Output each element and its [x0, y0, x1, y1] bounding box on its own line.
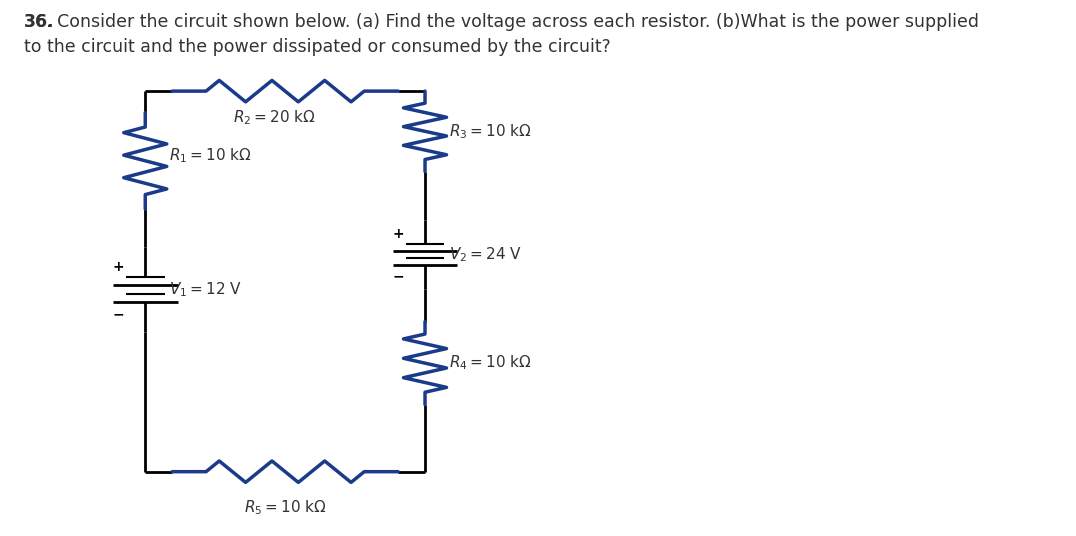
Text: $R_1 = 10\ \mathrm{k\Omega}$: $R_1 = 10\ \mathrm{k\Omega}$ [169, 146, 252, 165]
Text: −: − [113, 307, 124, 321]
Text: $R_3 = 10\ \mathrm{k\Omega}$: $R_3 = 10\ \mathrm{k\Omega}$ [449, 122, 532, 140]
Text: $R_2 = 20\ \mathrm{k\Omega}$: $R_2 = 20\ \mathrm{k\Omega}$ [232, 108, 316, 127]
Text: 36.: 36. [24, 13, 54, 32]
Text: $V_1 = 12\ \mathrm{V}$: $V_1 = 12\ \mathrm{V}$ [169, 280, 242, 299]
Text: $V_2 = 24\ \mathrm{V}$: $V_2 = 24\ \mathrm{V}$ [449, 245, 522, 264]
Text: $R_4 = 10\ \mathrm{k\Omega}$: $R_4 = 10\ \mathrm{k\Omega}$ [449, 354, 532, 373]
Text: to the circuit and the power dissipated or consumed by the circuit?: to the circuit and the power dissipated … [24, 38, 610, 56]
Text: −: − [393, 270, 404, 284]
Text: $R_5 = 10\ \mathrm{k\Omega}$: $R_5 = 10\ \mathrm{k\Omega}$ [243, 498, 327, 517]
Text: +: + [113, 260, 124, 274]
Text: +: + [393, 227, 404, 242]
Text: 36. Consider the circuit shown below. (a) Find the voltage across each resistor.: 36. Consider the circuit shown below. (a… [24, 13, 979, 32]
